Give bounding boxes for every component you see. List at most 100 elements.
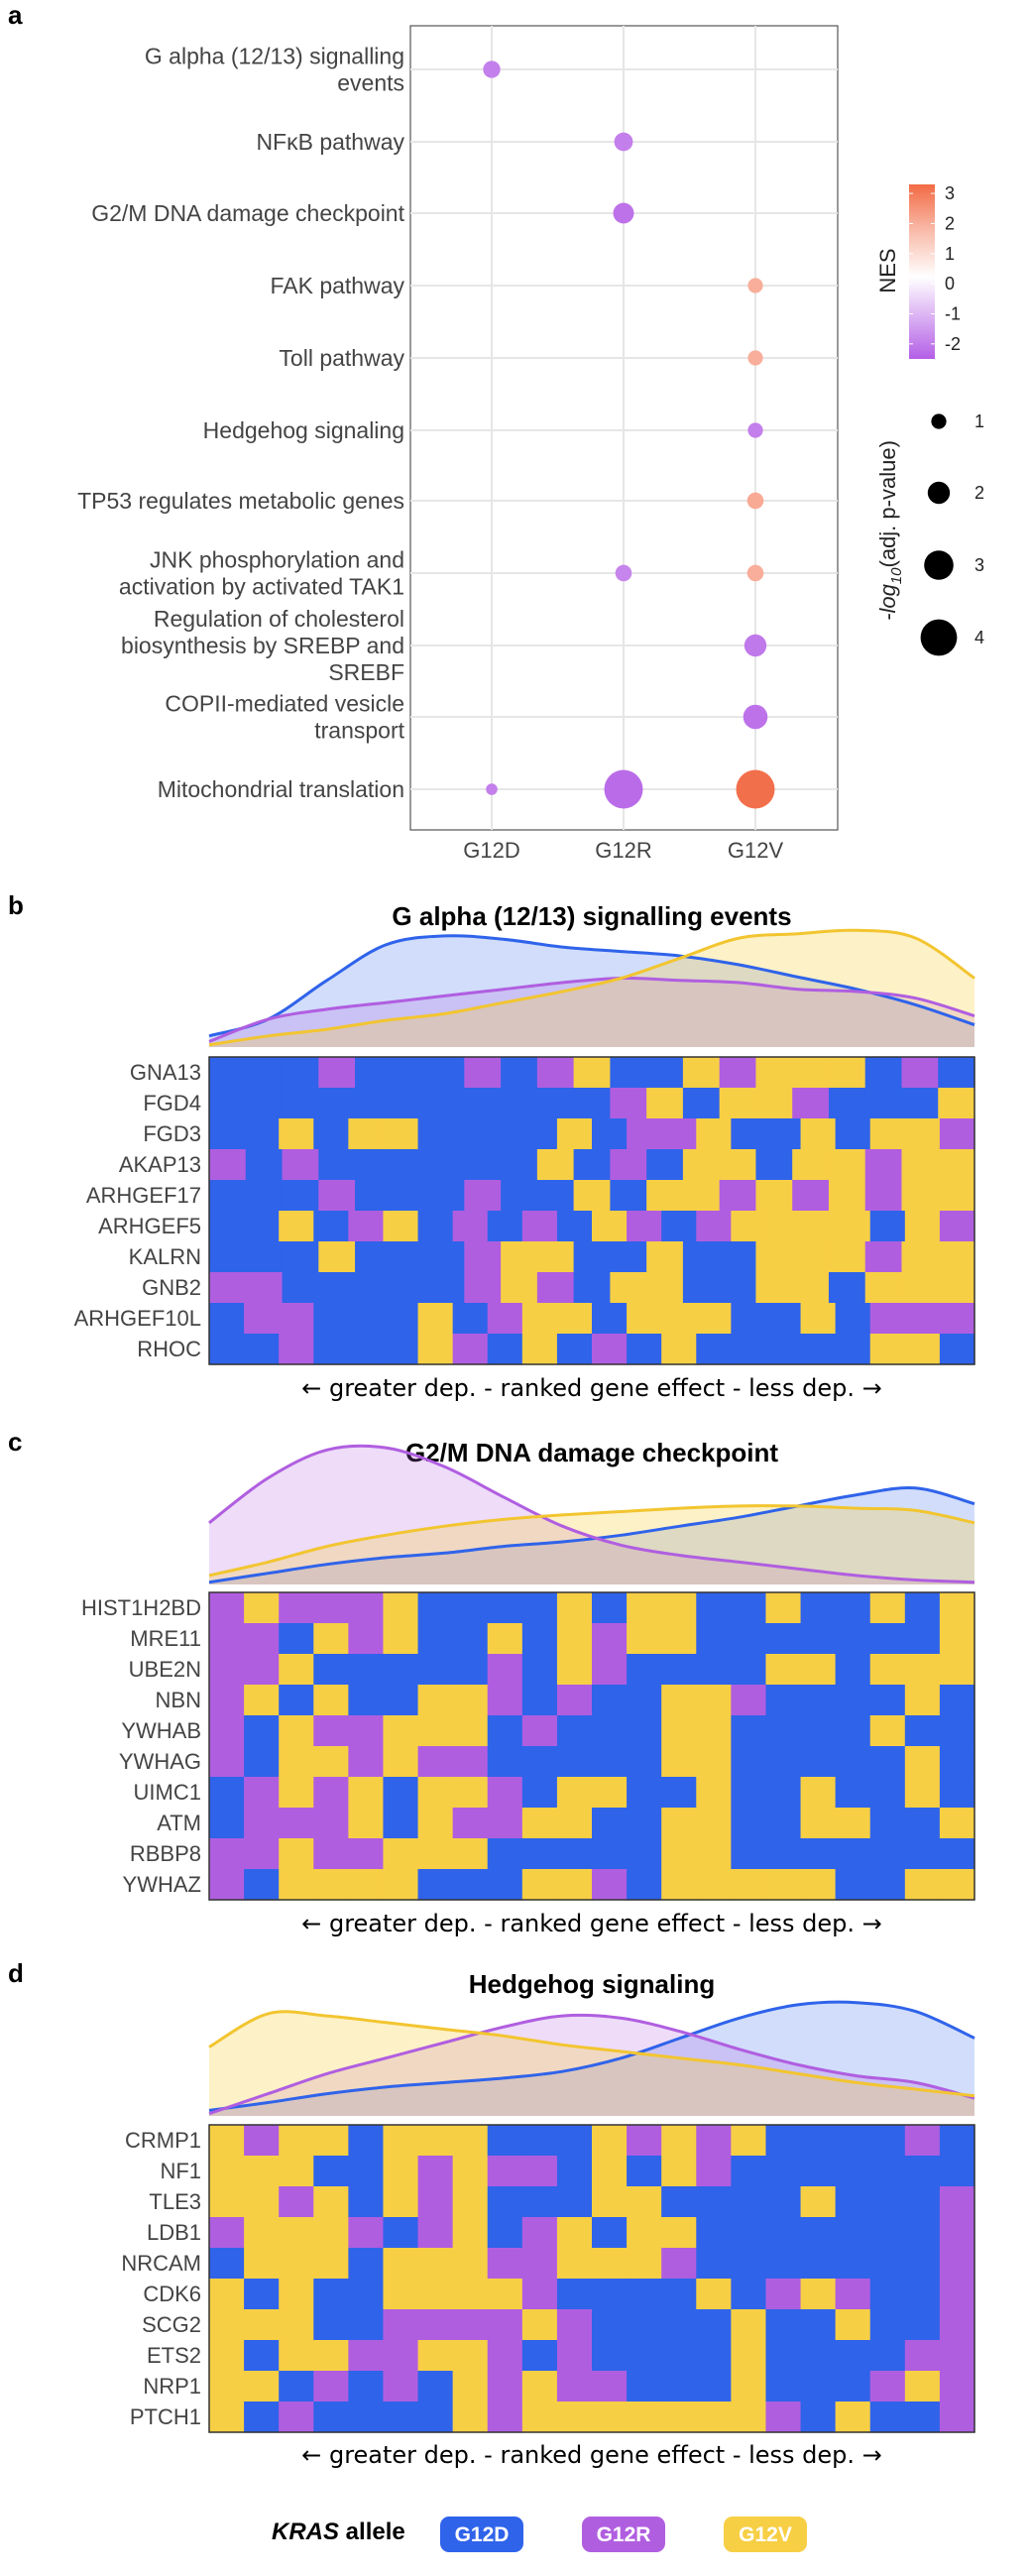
heatmap-cell <box>731 2309 767 2341</box>
heatmap-cell <box>573 1272 611 1304</box>
heatmap-cell <box>279 1838 314 1870</box>
heatmap-cell <box>661 1211 697 1242</box>
heatmap-cell <box>573 1088 611 1119</box>
heatmap-cell <box>313 1869 349 1901</box>
heatmap-cell <box>592 1869 628 1901</box>
heatmap-cell <box>536 1180 575 1212</box>
heatmap-cell <box>731 2248 767 2280</box>
heatmap-x-label: ← greater dep. - ranked gene effect - le… <box>301 1374 882 1402</box>
dot-g12v <box>747 422 763 438</box>
gene-label: ATM <box>157 1811 201 1835</box>
heatmap-cell <box>828 1149 866 1181</box>
heatmap-cell <box>383 2401 419 2433</box>
heatmap-cell <box>627 1869 662 1901</box>
heatmap-border <box>208 2124 975 2433</box>
heatmap-cell <box>592 1303 628 1335</box>
heatmap-cell <box>487 2125 523 2157</box>
dot-g12d <box>483 60 501 78</box>
heatmap-cell <box>592 1654 628 1686</box>
heatmap-cell <box>348 1623 385 1655</box>
heatmap-cell <box>835 1654 871 1686</box>
heatmap-cell <box>209 1869 245 1901</box>
heatmap-cell <box>731 2401 767 2433</box>
heatmap-cell <box>682 1088 721 1119</box>
heatmap-cell <box>209 1777 245 1809</box>
gene-label: LDB1 <box>147 2220 201 2245</box>
heatmap-cell <box>209 2186 245 2218</box>
gene-label: KALRN <box>129 1244 201 1269</box>
heatmap-cell <box>869 1623 906 1655</box>
density-line-g12v <box>208 2010 975 2098</box>
heatmap-cell <box>835 1303 871 1335</box>
gene-label: GNA13 <box>130 1060 201 1085</box>
heatmap-cell <box>869 2371 906 2402</box>
heatmap-cell <box>939 1808 975 1839</box>
heatmap-cell <box>835 1838 871 1870</box>
heatmap-cell <box>501 1272 538 1304</box>
heatmap-cell <box>731 1715 767 1747</box>
heatmap-cell <box>464 1057 502 1089</box>
heatmap-cell <box>556 1808 593 1839</box>
heatmap-cell <box>556 1211 593 1242</box>
heatmap-cell <box>938 1088 975 1119</box>
heatmap-cell <box>209 2309 245 2341</box>
heatmap-cell <box>869 1303 906 1335</box>
heatmap-cell <box>592 2156 628 2187</box>
heatmap-cell <box>244 1838 280 1870</box>
heatmap-cell <box>209 1118 245 1150</box>
heatmap-cell <box>245 1241 284 1273</box>
heatmap-cell <box>765 2217 802 2249</box>
heatmap-cell <box>792 1241 830 1273</box>
heatmap-border <box>208 1056 975 1365</box>
heatmap-cell <box>279 1654 314 1686</box>
heatmap-cell <box>682 1057 721 1089</box>
heatmap-cell <box>279 1623 314 1655</box>
pathway-label: Hedgehog signaling <box>203 417 404 443</box>
colorbar-tick-label: 3 <box>945 183 955 203</box>
heatmap-cell <box>556 2217 593 2249</box>
heatmap-cell <box>383 1334 419 1365</box>
heatmap-cell <box>661 2340 697 2372</box>
heatmap-cell <box>417 1685 454 1716</box>
heatmap-cell <box>348 2279 385 2310</box>
heatmap-cell <box>279 2125 314 2157</box>
heatmap-cell <box>869 1777 906 1809</box>
heatmap-cell <box>417 2279 454 2310</box>
heatmap-cell <box>719 1241 757 1273</box>
density-line-g12d <box>208 1486 975 1584</box>
heatmap-cell <box>765 1746 802 1778</box>
heatmap-cell <box>573 1180 611 1212</box>
density-line-g12r <box>208 976 975 1043</box>
dot-g12v <box>747 278 763 293</box>
heatmap-cell <box>901 1057 939 1089</box>
heatmap-cell <box>765 1303 802 1335</box>
heatmap-cell <box>318 1180 356 1212</box>
heatmap-cell <box>901 1149 939 1181</box>
heatmap-cell <box>765 1654 802 1686</box>
heatmap-cell <box>417 2248 454 2280</box>
heatmap-cell <box>835 2248 871 2280</box>
heatmap-cell <box>209 1808 245 1839</box>
heatmap-cell <box>835 1746 871 1778</box>
heatmap-cell <box>939 1211 975 1242</box>
heatmap-cell <box>348 2340 385 2372</box>
heatmap-cell <box>904 1118 941 1150</box>
heatmap-cell <box>244 2401 280 2433</box>
heatmap-cell <box>904 2279 941 2310</box>
heatmap-cell <box>869 2156 906 2187</box>
heatmap-cell <box>904 2125 941 2157</box>
heatmap-cell <box>939 2401 975 2433</box>
heatmap-cell <box>696 2340 732 2372</box>
density-line-g12r <box>208 2013 975 2116</box>
heatmap-cell <box>627 2125 662 2157</box>
heatmap-cell <box>800 1746 837 1778</box>
gene-label: ARHGEF10L <box>74 1306 201 1331</box>
heatmap-cell <box>939 2309 975 2341</box>
heatmap-cell <box>417 1746 454 1778</box>
heatmap-cell <box>348 1303 385 1335</box>
heatmap-cell <box>244 2125 280 2157</box>
heatmap-cell <box>556 1777 593 1809</box>
gene-label: NRCAM <box>121 2251 201 2276</box>
heatmap-cell <box>939 1777 975 1809</box>
heatmap-cell <box>487 1592 523 1624</box>
